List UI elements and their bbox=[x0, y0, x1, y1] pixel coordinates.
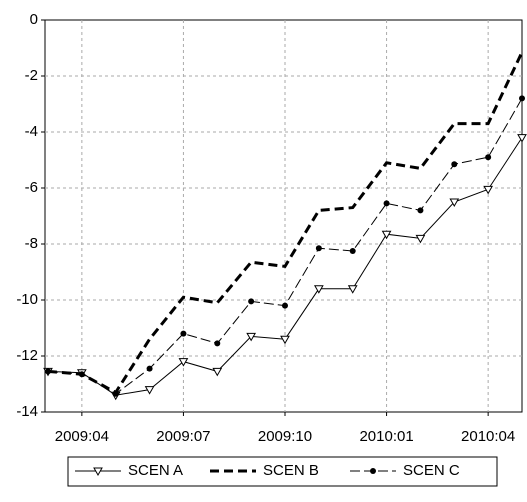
point bbox=[246, 332, 257, 342]
point bbox=[178, 358, 189, 367]
point bbox=[449, 198, 460, 208]
point bbox=[415, 234, 426, 244]
point bbox=[381, 230, 392, 240]
x-tick-label: 2010:01 bbox=[359, 428, 413, 445]
y-tick-label: -10 bbox=[16, 291, 38, 308]
y-tick-label: 0 bbox=[30, 11, 38, 28]
legend-label: SCEN C bbox=[403, 462, 460, 479]
point bbox=[451, 161, 458, 168]
x-tick-label: 2009:04 bbox=[55, 428, 109, 445]
point bbox=[112, 390, 119, 397]
point bbox=[282, 302, 288, 309]
point bbox=[280, 335, 290, 345]
legend-box bbox=[67, 456, 498, 487]
point bbox=[347, 285, 358, 294]
point bbox=[519, 95, 525, 102]
legend-label: SCEN B bbox=[263, 462, 319, 479]
x-tick-label: 2010:04 bbox=[461, 428, 515, 445]
y-tick-label: -6 bbox=[25, 179, 38, 196]
plot-frame bbox=[44, 19, 523, 413]
y-tick-label: -2 bbox=[25, 67, 38, 84]
point bbox=[146, 365, 153, 372]
point bbox=[212, 367, 223, 377]
point bbox=[144, 386, 155, 395]
point bbox=[214, 340, 221, 347]
y-tick-label: -4 bbox=[25, 123, 38, 140]
point bbox=[383, 200, 390, 207]
series-line bbox=[47, 51, 524, 395]
point bbox=[78, 371, 85, 378]
legend-marker bbox=[370, 468, 376, 474]
y-tick-label: -12 bbox=[16, 347, 38, 364]
legend-marker bbox=[93, 467, 103, 477]
point bbox=[313, 285, 324, 294]
point bbox=[483, 185, 494, 195]
point bbox=[417, 207, 424, 214]
x-tick-label: 2009:10 bbox=[258, 428, 312, 445]
point bbox=[517, 134, 527, 143]
point bbox=[485, 154, 492, 161]
y-tick-label: -8 bbox=[25, 235, 38, 252]
point bbox=[180, 330, 187, 337]
legend-label: SCEN A bbox=[128, 462, 183, 479]
point bbox=[45, 368, 51, 375]
point bbox=[248, 298, 255, 305]
y-tick-label: -14 bbox=[16, 403, 38, 420]
point bbox=[349, 248, 356, 254]
point bbox=[315, 245, 322, 252]
x-tick-label: 2009:07 bbox=[156, 428, 210, 445]
